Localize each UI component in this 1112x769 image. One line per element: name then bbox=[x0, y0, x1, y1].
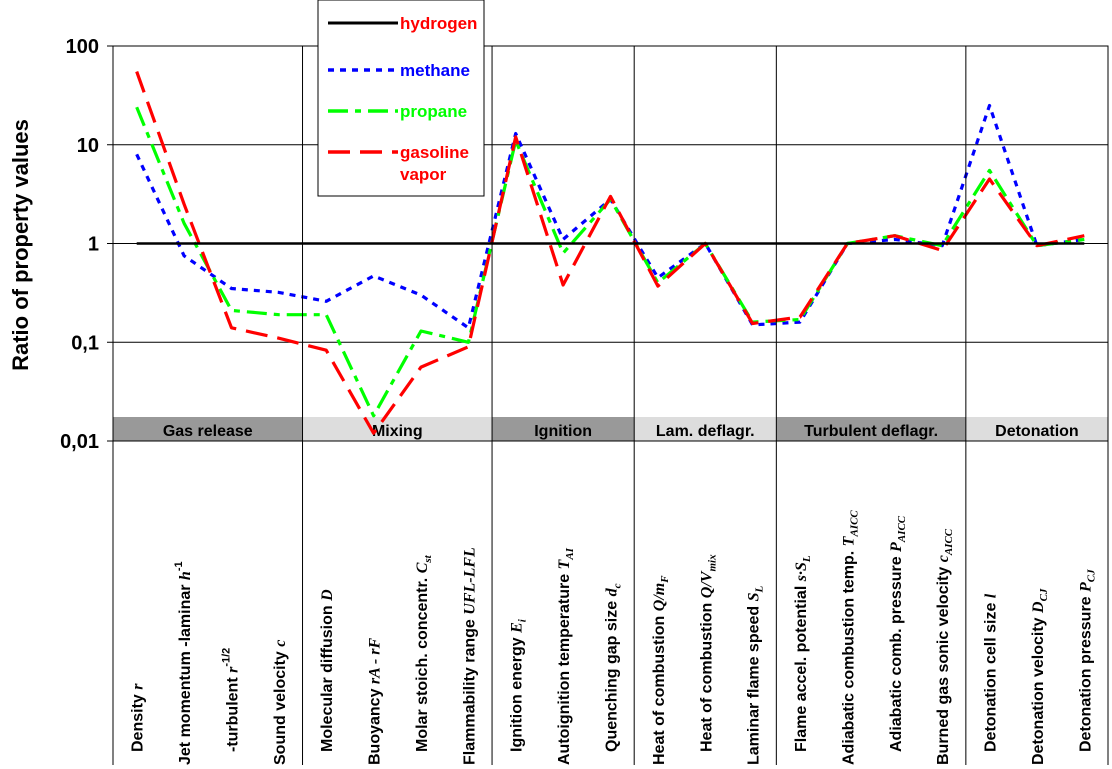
x-axis-categories: Density r Jet momentum -laminar h-1 -turbu… bbox=[130, 510, 1098, 765]
category-label: Detonation cell size l bbox=[983, 593, 1000, 752]
legend-label: propane bbox=[400, 102, 467, 121]
group-label: Gas release bbox=[163, 423, 253, 440]
category-label: Buoyancy rA - rF bbox=[367, 638, 384, 765]
category-label: Quenching gap size dc bbox=[604, 583, 624, 752]
y-tick-label: 100 bbox=[66, 36, 99, 58]
group-bands: Gas release Mixing Ignition Lam. deflagr. Tu… bbox=[113, 417, 1108, 441]
series-layer bbox=[135, 71, 1085, 435]
group-band bbox=[302, 417, 493, 441]
series-line-gasoline-vapor bbox=[135, 71, 1085, 435]
category-label: Burned gas sonic velocity cAICC bbox=[935, 528, 955, 765]
legend-label: vapor bbox=[400, 165, 447, 184]
category-label: Heat of combustion Q/Vmix bbox=[698, 554, 718, 752]
legend-label: hydrogen bbox=[400, 14, 477, 33]
group-band bbox=[776, 417, 966, 441]
group-band bbox=[492, 417, 635, 441]
category-label: Sound velocity c bbox=[272, 640, 289, 765]
y-tick-label: 0,1 bbox=[71, 332, 99, 354]
category-label: Jet momentum -laminar h-1 bbox=[173, 561, 194, 765]
category-label: Ignition energy Ei bbox=[509, 618, 529, 752]
category-label: Molar stoich. concentr. Cst bbox=[414, 554, 434, 752]
y-axis-label: Ratio of property values bbox=[8, 119, 33, 371]
category-label: -turbulent r-1/2 bbox=[221, 648, 242, 752]
group-band bbox=[965, 417, 1108, 441]
category-label: Detonation pressure PCJ bbox=[1077, 569, 1097, 752]
category-label: Flammability range UFL-LFL bbox=[461, 547, 478, 765]
plot-frame bbox=[112, 45, 1109, 765]
category-label: Laminar flame speed SL bbox=[746, 585, 766, 765]
category-label: Detonation velocity DCJ bbox=[1030, 588, 1050, 765]
group-band bbox=[634, 417, 777, 441]
group-label: Detonation bbox=[995, 423, 1079, 440]
category-label: Density r bbox=[130, 683, 147, 752]
legend-box bbox=[317, 0, 485, 197]
group-label: Lam. deflagr. bbox=[656, 423, 755, 440]
category-label: Adiabatic comb. pressure PAICC bbox=[888, 515, 908, 752]
group-band bbox=[113, 417, 303, 441]
group-label: Turbulent deflagr. bbox=[804, 423, 938, 440]
category-label: Flame accel. potential s·SL bbox=[793, 555, 813, 752]
group-label: Mixing bbox=[372, 423, 423, 440]
category-label: Heat of combustion Q/mF bbox=[651, 575, 671, 765]
y-tick-label: 1 bbox=[88, 234, 99, 256]
y-axis-ticks: 0,01 0,1 1 10 100 bbox=[60, 36, 113, 453]
legend-label: gasoline bbox=[400, 143, 469, 162]
category-label: Molecular diffusion D bbox=[319, 589, 336, 752]
category-label: Autoignition temperature TAI bbox=[556, 547, 576, 765]
y-tick-label: 10 bbox=[77, 135, 99, 157]
group-label: Ignition bbox=[534, 423, 592, 440]
legend: hydrogen methane propane gasoline vapor bbox=[317, 0, 485, 197]
y-tick-label: 0,01 bbox=[60, 431, 99, 453]
legend-label: methane bbox=[400, 61, 470, 80]
category-label: Adiabatic combustion temp. TAICC bbox=[840, 510, 860, 765]
